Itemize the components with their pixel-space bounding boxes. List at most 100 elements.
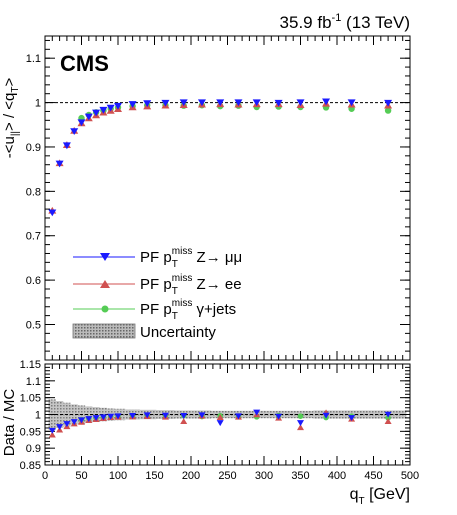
legend-marker-ee [100, 280, 110, 288]
point-mumu [55, 160, 64, 168]
point-mumu [322, 412, 330, 419]
y-tick-label: 1.1 [26, 53, 41, 65]
point-mumu [234, 99, 243, 107]
y-tick-label: 1.15 [20, 359, 41, 371]
legend-marker-uncertainty [72, 323, 136, 339]
ratio-panel: 0 50 100 150 200 250 300 350 400 450 500 0.850.90.… [1, 359, 419, 507]
x-tick-label: 400 [328, 470, 346, 482]
point-mumu [252, 99, 261, 107]
point-gamma [385, 415, 391, 421]
point-mumu [274, 99, 283, 107]
point-mumu [234, 413, 242, 420]
experiment-label: CMS [60, 51, 109, 76]
x-axis-label: qT [GeV] [350, 486, 410, 507]
legend-marker-mumu [100, 253, 110, 261]
point-mumu [85, 416, 93, 423]
point-mumu [197, 99, 206, 107]
x-tick-label: 0 [42, 470, 48, 482]
x-tick-label: 250 [218, 470, 236, 482]
legend-label-mumu: PF pTmiss Z→ μμ [140, 246, 242, 270]
point-mumu [347, 99, 356, 107]
point-mumu [322, 98, 331, 106]
legend-label-ee: PF pTmiss Z→ ee [140, 273, 242, 297]
point-mumu [129, 413, 137, 419]
point-mumu [114, 102, 122, 110]
uncertainty-segment [70, 404, 78, 425]
point-ee [216, 414, 224, 420]
point-ee [384, 418, 392, 425]
point-mumu [48, 209, 57, 217]
bottom-y-axis: 0.85 0.9 0.95 1 1.05 1.1 1.15 [20, 359, 410, 472]
point-gamma [384, 107, 392, 114]
point-mumu [275, 413, 283, 420]
point-mumu [106, 104, 115, 112]
x-tick-label: 200 [182, 470, 200, 482]
y-tick-label: 0.9 [26, 443, 41, 455]
legend-entry-uncertainty: Uncertainty [72, 323, 216, 341]
legend-entry-mumu: PF pTmiss Z→ μμ [73, 246, 242, 270]
point-mumu [161, 99, 170, 107]
point-mumu [62, 142, 71, 150]
point-mumu [99, 414, 107, 421]
point-mumu [143, 100, 152, 108]
point-mumu [297, 420, 304, 427]
point-mumu [384, 411, 392, 418]
top-y-axis-label: -<u||> / <qT> [1, 77, 21, 158]
y-tick-label: 0.6 [26, 275, 41, 287]
point-mumu [84, 113, 93, 121]
bottom-data-points [48, 409, 392, 438]
point-mumu [70, 419, 78, 426]
point-mumu [296, 99, 305, 107]
y-tick-label: 0.7 [26, 231, 41, 243]
point-mumu [70, 128, 79, 136]
top-x-ticks [44, 36, 411, 360]
point-ee [180, 418, 188, 425]
top-data-points [48, 98, 393, 217]
point-ee [297, 424, 304, 431]
legend-label-uncertainty: Uncertainty [140, 324, 216, 341]
point-mumu [216, 420, 224, 427]
luminosity-label: 35.9 fb-1 (13 TeV) [280, 12, 410, 32]
point-mumu [128, 101, 137, 108]
point-mumu [143, 412, 151, 419]
x-tick-label: 50 [75, 470, 87, 482]
point-mumu [63, 421, 71, 428]
y-tick-label: 0.95 [20, 426, 41, 438]
response-panel: 0.5 0.6 0.7 0.8 0.9 1 1.1 CMS -<u||> / <qT> [1, 35, 411, 361]
point-mumu [92, 109, 101, 117]
point-mumu [99, 106, 108, 114]
point-mumu [179, 99, 188, 107]
uncertainty-segment [338, 410, 370, 419]
y-tick-label: 0.5 [26, 319, 41, 331]
x-tick-label: 500 [401, 470, 419, 482]
x-tick-label: 300 [255, 470, 273, 482]
point-mumu [48, 427, 56, 434]
y-tick-label: 1 [35, 98, 41, 110]
uncertainty-segment [55, 401, 64, 428]
x-tick-label: 100 [109, 470, 127, 482]
legend-marker-gamma [101, 305, 109, 313]
point-mumu [161, 412, 169, 419]
uncertainty-segment [85, 406, 93, 423]
point-mumu [348, 415, 356, 422]
point-mumu [77, 119, 86, 127]
y-tick-label: 0.85 [20, 460, 41, 472]
point-mumu [180, 413, 188, 419]
x-tick-label: 350 [291, 470, 309, 482]
top-y-axis: 0.5 0.6 0.7 0.8 0.9 1 1.1 [26, 39, 410, 361]
legend: PF pTmiss Z→ μμ PF pTmiss Z→ ee PF pTmis… [72, 246, 242, 341]
point-mumu [92, 415, 100, 422]
y-tick-label: 0.8 [26, 186, 41, 198]
y-tick-label: 0.9 [26, 142, 41, 154]
point-mumu [56, 424, 64, 431]
point-mumu [253, 409, 261, 416]
point-gamma [297, 413, 304, 419]
point-mumu [107, 413, 115, 420]
point-mumu [78, 417, 85, 424]
point-mumu [216, 99, 225, 107]
point-mumu [198, 412, 206, 419]
legend-label-gamma: PF pTmiss γ+jets [140, 298, 236, 322]
legend-entry-ee: PF pTmiss Z→ ee [73, 273, 242, 297]
x-tick-label: 450 [364, 470, 382, 482]
